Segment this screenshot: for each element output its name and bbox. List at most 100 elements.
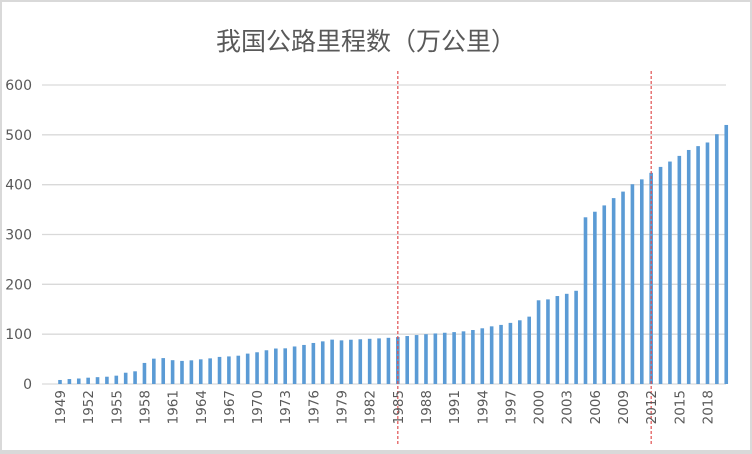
bar-2007 <box>602 205 607 384</box>
bar-2006 <box>593 211 597 384</box>
bar-1969 <box>245 353 250 384</box>
x-tick-label: 1988 <box>419 390 435 424</box>
bar-2011 <box>639 179 644 384</box>
bar-2020 <box>724 124 729 384</box>
x-tick-label: 1964 <box>194 390 210 424</box>
bar-1984 <box>386 337 391 384</box>
x-tick-label: 1952 <box>81 390 97 424</box>
bar-1992 <box>461 331 466 384</box>
y-tick-label: 500 <box>5 128 32 144</box>
bar-1950 <box>67 379 72 384</box>
bar-2003 <box>564 293 569 384</box>
bar-2001 <box>546 299 550 384</box>
bar-1999 <box>527 316 531 384</box>
y-tick-label: 300 <box>5 228 32 244</box>
bar-2009 <box>621 191 625 384</box>
bar-1989 <box>433 333 438 384</box>
bar-1958 <box>142 362 147 384</box>
x-tick-label: 2015 <box>672 390 688 424</box>
bar-1951 <box>76 378 81 384</box>
bar-2017 <box>696 146 700 384</box>
bar-1954 <box>105 376 109 384</box>
y-tick-label: 400 <box>5 178 32 194</box>
bar-1965 <box>208 358 212 384</box>
bar-1973 <box>283 348 288 384</box>
bar-1990 <box>442 332 447 384</box>
bar-1998 <box>518 320 522 384</box>
x-tick-label: 1949 <box>53 390 69 424</box>
bar-1962 <box>180 360 184 384</box>
bar-1985 <box>396 337 400 384</box>
bar-1955 <box>114 375 119 384</box>
bar-1980 <box>349 339 353 384</box>
bar-1961 <box>170 360 175 384</box>
x-tick-label: 2009 <box>616 390 632 424</box>
bar-1981 <box>358 339 363 384</box>
y-tick-label: 200 <box>5 277 32 293</box>
bar-1983 <box>377 338 381 384</box>
bar-1957 <box>133 371 137 384</box>
bar-1986 <box>405 336 409 384</box>
bar-1968 <box>236 355 241 384</box>
bar-1970 <box>255 352 259 384</box>
x-tick-label: 1955 <box>109 390 125 424</box>
x-tick-label: 1973 <box>278 390 294 424</box>
x-tick-label: 1976 <box>306 390 322 424</box>
bar-1966 <box>217 356 222 384</box>
bar-1963 <box>189 360 194 384</box>
bar-2002 <box>555 296 560 384</box>
bar-2016 <box>686 149 691 384</box>
x-tick-label: 1997 <box>503 390 519 424</box>
bar-2008 <box>611 198 616 384</box>
bar-1956 <box>123 372 128 384</box>
bar-2005 <box>583 217 588 384</box>
bar-1976 <box>311 342 316 384</box>
bar-2013 <box>658 166 663 384</box>
bar-1979 <box>339 340 344 384</box>
bar-1978 <box>330 339 334 384</box>
x-tick-label: 1982 <box>363 390 379 424</box>
x-tick-label: 1985 <box>391 390 407 424</box>
x-tick-label: 1970 <box>250 390 266 424</box>
bar-1994 <box>480 328 485 384</box>
x-tick-label: 1958 <box>137 390 153 424</box>
bar-1964 <box>198 359 203 384</box>
y-tick-label: 600 <box>5 78 32 94</box>
bar-2004 <box>574 290 578 384</box>
bar-1988 <box>424 334 428 384</box>
x-tick-label: 2000 <box>532 390 548 424</box>
x-tick-label: 2018 <box>700 390 716 424</box>
bar-2019 <box>715 134 719 384</box>
x-tick-label: 2012 <box>644 390 660 424</box>
bar-2015 <box>677 155 682 384</box>
bar-1949 <box>58 379 62 384</box>
bar-1997 <box>508 322 513 384</box>
bar-1975 <box>302 344 306 384</box>
bar-1996 <box>499 324 503 384</box>
bar-1987 <box>414 335 419 384</box>
bar-2000 <box>536 300 541 384</box>
bar-1995 <box>489 326 494 384</box>
bar-1991 <box>452 332 456 384</box>
x-tick-label: 1991 <box>447 390 463 424</box>
bar-2018 <box>705 142 710 384</box>
bar-1952 <box>86 377 90 384</box>
chart-title: 我国公路里程数（万公里） <box>216 27 516 56</box>
x-tick-label: 1979 <box>335 390 351 424</box>
x-tick-label: 1961 <box>166 390 182 424</box>
bar-1993 <box>471 330 475 384</box>
bar-1959 <box>152 358 156 384</box>
bar-2010 <box>630 184 635 384</box>
bar-1977 <box>320 341 325 384</box>
bar-1982 <box>367 338 372 384</box>
x-tick-label: 2003 <box>560 390 576 424</box>
bar-1971 <box>264 350 269 384</box>
y-tick-label: 100 <box>5 327 32 343</box>
x-tick-label: 1967 <box>222 390 238 424</box>
bar-1967 <box>227 356 231 384</box>
bar-1960 <box>161 358 166 384</box>
x-tick-label: 2006 <box>588 390 604 424</box>
bar-1953 <box>95 377 100 384</box>
